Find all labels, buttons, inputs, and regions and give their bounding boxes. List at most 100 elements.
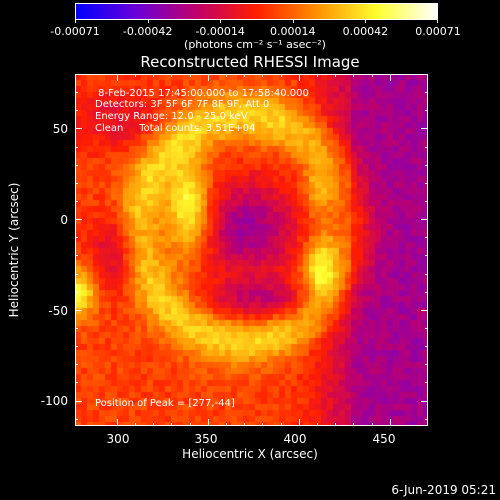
y-tick [75, 328, 78, 330]
x-tick-label-350: 350 [194, 432, 218, 446]
colorbar-tick [147, 19, 149, 23]
x-tick [171, 74, 173, 77]
colorbar-tick [220, 19, 222, 23]
y-tick [425, 291, 428, 293]
x-tick [389, 419, 391, 426]
y-tick [421, 219, 428, 221]
x-tick [353, 74, 355, 77]
y-tick [425, 237, 428, 239]
y-tick [425, 364, 428, 366]
y-tick [425, 382, 428, 384]
y-tick [421, 128, 428, 130]
x-tick [207, 419, 209, 426]
y-tick [75, 255, 78, 257]
x-axis-label: Heliocentric X (arcsec) [182, 447, 318, 461]
y-tick-label-50: 50 [52, 122, 68, 136]
y-axis-label: Heliocentric Y (arcsec) [7, 182, 21, 318]
chart-title: Reconstructed RHESSI Image [140, 53, 360, 71]
x-tick [189, 423, 191, 426]
colorbar-tick-label: 0.00042 [342, 25, 389, 38]
x-tick [189, 74, 191, 77]
y-tick [75, 364, 78, 366]
x-tick [389, 74, 391, 81]
x-tick-label-300: 300 [106, 432, 130, 446]
y-tick [425, 418, 428, 420]
colorbar-units: (photons cm⁻² s⁻¹ asec⁻²) [184, 38, 326, 51]
colorbar-tick [365, 19, 367, 23]
x-tick [335, 74, 337, 77]
x-tick [298, 419, 300, 426]
x-tick [226, 74, 228, 77]
annotation-detectors: Detectors: 3F 5F 6F 7F 8F 9F, Att 0 [95, 99, 270, 110]
x-tick [171, 423, 173, 426]
footer-date: 6-Jun-2019 05:21 [391, 483, 496, 497]
y-tick [75, 382, 78, 384]
x-tick [207, 74, 209, 81]
y-tick [425, 273, 428, 275]
colorbar-tick-label: -0.00042 [122, 25, 173, 38]
x-tick [116, 74, 118, 81]
x-tick [280, 74, 282, 77]
y-tick [425, 255, 428, 257]
x-tick [244, 423, 246, 426]
x-tick [226, 423, 228, 426]
y-tick [75, 128, 82, 130]
y-tick-label-minus50: -50 [48, 304, 68, 318]
y-tick [75, 237, 78, 239]
y-tick [421, 400, 428, 402]
y-tick [425, 346, 428, 348]
y-tick [425, 164, 428, 166]
x-tick [335, 423, 337, 426]
y-tick [75, 400, 82, 402]
colorbar-tick-label: -0.00014 [195, 25, 245, 38]
y-tick [425, 201, 428, 202]
x-tick [353, 423, 355, 426]
y-tick [75, 92, 78, 94]
y-tick [421, 309, 428, 311]
x-tick [262, 74, 264, 77]
x-tick [371, 74, 373, 77]
colorbar-tick [437, 19, 438, 23]
annotation-counts: Clean Total counts: 3.51E+04 [95, 123, 256, 134]
colorbar-tick [75, 19, 76, 23]
y-tick [75, 110, 78, 112]
colorbar-tick-label: 0.00014 [270, 25, 316, 38]
y-tick [75, 164, 78, 166]
colorbar [75, 3, 438, 20]
plot-area [75, 74, 428, 426]
x-tick [298, 74, 300, 81]
y-tick [425, 182, 428, 184]
x-tick [317, 74, 318, 77]
x-tick [116, 419, 118, 426]
x-tick [153, 74, 155, 77]
y-tick [75, 309, 82, 311]
x-tick [153, 423, 155, 426]
x-tick [317, 423, 318, 426]
colorbar-tick-label: -0.00071 [50, 25, 100, 38]
annotation-time: 8-Feb-2015 17:45:00.000 to 17:58:40.000 [95, 88, 309, 99]
x-tick [135, 74, 137, 77]
x-tick [371, 423, 373, 426]
heatmap-image [75, 74, 428, 426]
y-tick [425, 328, 428, 330]
annotation-energy: Energy Range: 12.0 - 25.0 keV [95, 111, 248, 122]
y-tick [75, 418, 78, 420]
x-tick [262, 423, 264, 426]
y-tick [75, 273, 78, 275]
x-tick [244, 74, 246, 77]
y-tick [425, 110, 428, 112]
y-tick [425, 146, 428, 148]
colorbar-tick-label: 0.00071 [415, 25, 461, 38]
x-tick [135, 423, 137, 426]
y-tick [75, 146, 78, 148]
x-tick-label-400: 400 [283, 432, 307, 446]
y-tick [75, 201, 78, 202]
y-tick-label-minus100: -100 [40, 394, 68, 408]
colorbar-tick [292, 19, 294, 23]
y-tick [75, 291, 78, 293]
x-tick [280, 423, 282, 426]
y-tick [75, 346, 78, 348]
y-tick [75, 219, 82, 221]
y-tick [75, 182, 78, 184]
y-tick [425, 92, 428, 94]
